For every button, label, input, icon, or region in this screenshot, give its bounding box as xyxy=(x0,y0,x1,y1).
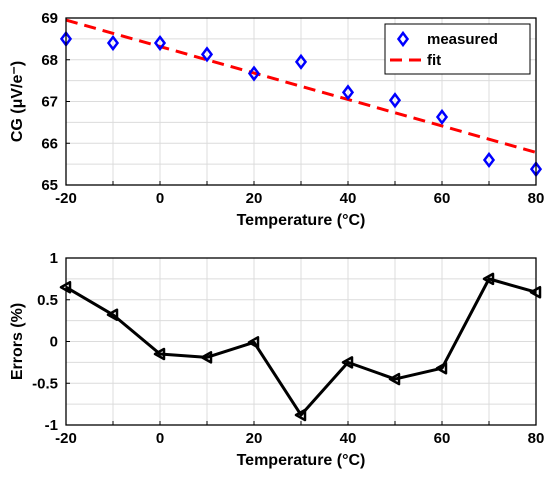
cg-plot-x-axis-label: Temperature (°C) xyxy=(237,212,366,229)
error-point xyxy=(482,272,495,286)
x-tick-label: 80 xyxy=(528,430,545,447)
measured-point xyxy=(482,151,496,169)
error-point xyxy=(153,347,166,361)
x-tick-label: 20 xyxy=(246,430,263,447)
y-tick-label: 67 xyxy=(41,94,58,111)
y-tick-label: 69 xyxy=(41,10,58,27)
measured-point xyxy=(200,46,214,63)
error-point xyxy=(106,308,119,322)
measured-point xyxy=(435,108,449,126)
y-tick-label: 0.5 xyxy=(37,292,58,309)
measured-point xyxy=(341,84,355,101)
y-tick-label: -0.5 xyxy=(32,375,58,392)
x-tick-label: 80 xyxy=(528,190,545,207)
x-tick-label: -20 xyxy=(55,430,77,447)
legend-fit-label: fit xyxy=(427,52,441,69)
error-point xyxy=(341,356,354,369)
measured-point xyxy=(106,34,120,52)
y-tick-label: 65 xyxy=(41,177,58,194)
cg-plot-x-ticks: -20 0 20 40 60 80 xyxy=(55,181,544,207)
measured-point xyxy=(294,53,308,70)
legend-box xyxy=(384,23,531,75)
error-point xyxy=(294,408,307,422)
error-point xyxy=(247,336,260,349)
measured-point xyxy=(388,92,402,109)
x-tick-label: 60 xyxy=(434,190,451,207)
x-tick-label: 40 xyxy=(340,430,357,447)
errors-plot-x-ticks: -20 0 20 40 60 80 xyxy=(55,421,544,447)
legend-measured-label: measured xyxy=(427,31,498,48)
fit-line xyxy=(65,18,537,154)
y-tick-label: 66 xyxy=(41,135,58,152)
errors-line xyxy=(65,277,537,417)
y-tick-label: 68 xyxy=(41,52,58,69)
y-tick-label: -1 xyxy=(45,417,58,434)
x-tick-label: 20 xyxy=(246,190,263,207)
y-tick-label: 1 xyxy=(50,250,58,267)
measured-point xyxy=(247,65,261,82)
x-tick-label: 40 xyxy=(340,190,357,207)
error-point xyxy=(388,372,401,386)
x-tick-label: -20 xyxy=(55,190,77,207)
cg-plot: -20 0 20 40 60 80 65 66 67 68 69 Temperature (°C)… xyxy=(9,10,544,229)
x-tick-label: 0 xyxy=(156,190,164,207)
x-tick-label: 0 xyxy=(156,430,164,447)
measured-markers xyxy=(59,30,543,178)
legend-measured-marker xyxy=(396,30,410,48)
errors-plot-y-ticks: -1 -0.5 0 0.5 1 xyxy=(32,250,70,434)
legend: measured fit xyxy=(384,23,531,75)
y-tick-label: 0 xyxy=(50,334,58,351)
measured-point xyxy=(153,34,167,52)
errors-plot-x-axis-label: Temperature (°C) xyxy=(237,452,366,469)
error-point xyxy=(435,361,448,375)
errors-plot-grid xyxy=(65,257,537,426)
cg-plot-y-axis-label: CG (μV/e⁻) xyxy=(9,61,26,142)
errors-plot-y-axis-label: Errors (%) xyxy=(9,303,26,380)
cg-plot-y-ticks: 65 66 67 68 69 xyxy=(41,10,70,194)
error-point xyxy=(200,351,213,364)
x-tick-label: 60 xyxy=(434,430,451,447)
errors-plot: -20 0 20 40 60 80 -1 -0.5 0 0.5 1 Temperature (°C… xyxy=(9,250,544,469)
